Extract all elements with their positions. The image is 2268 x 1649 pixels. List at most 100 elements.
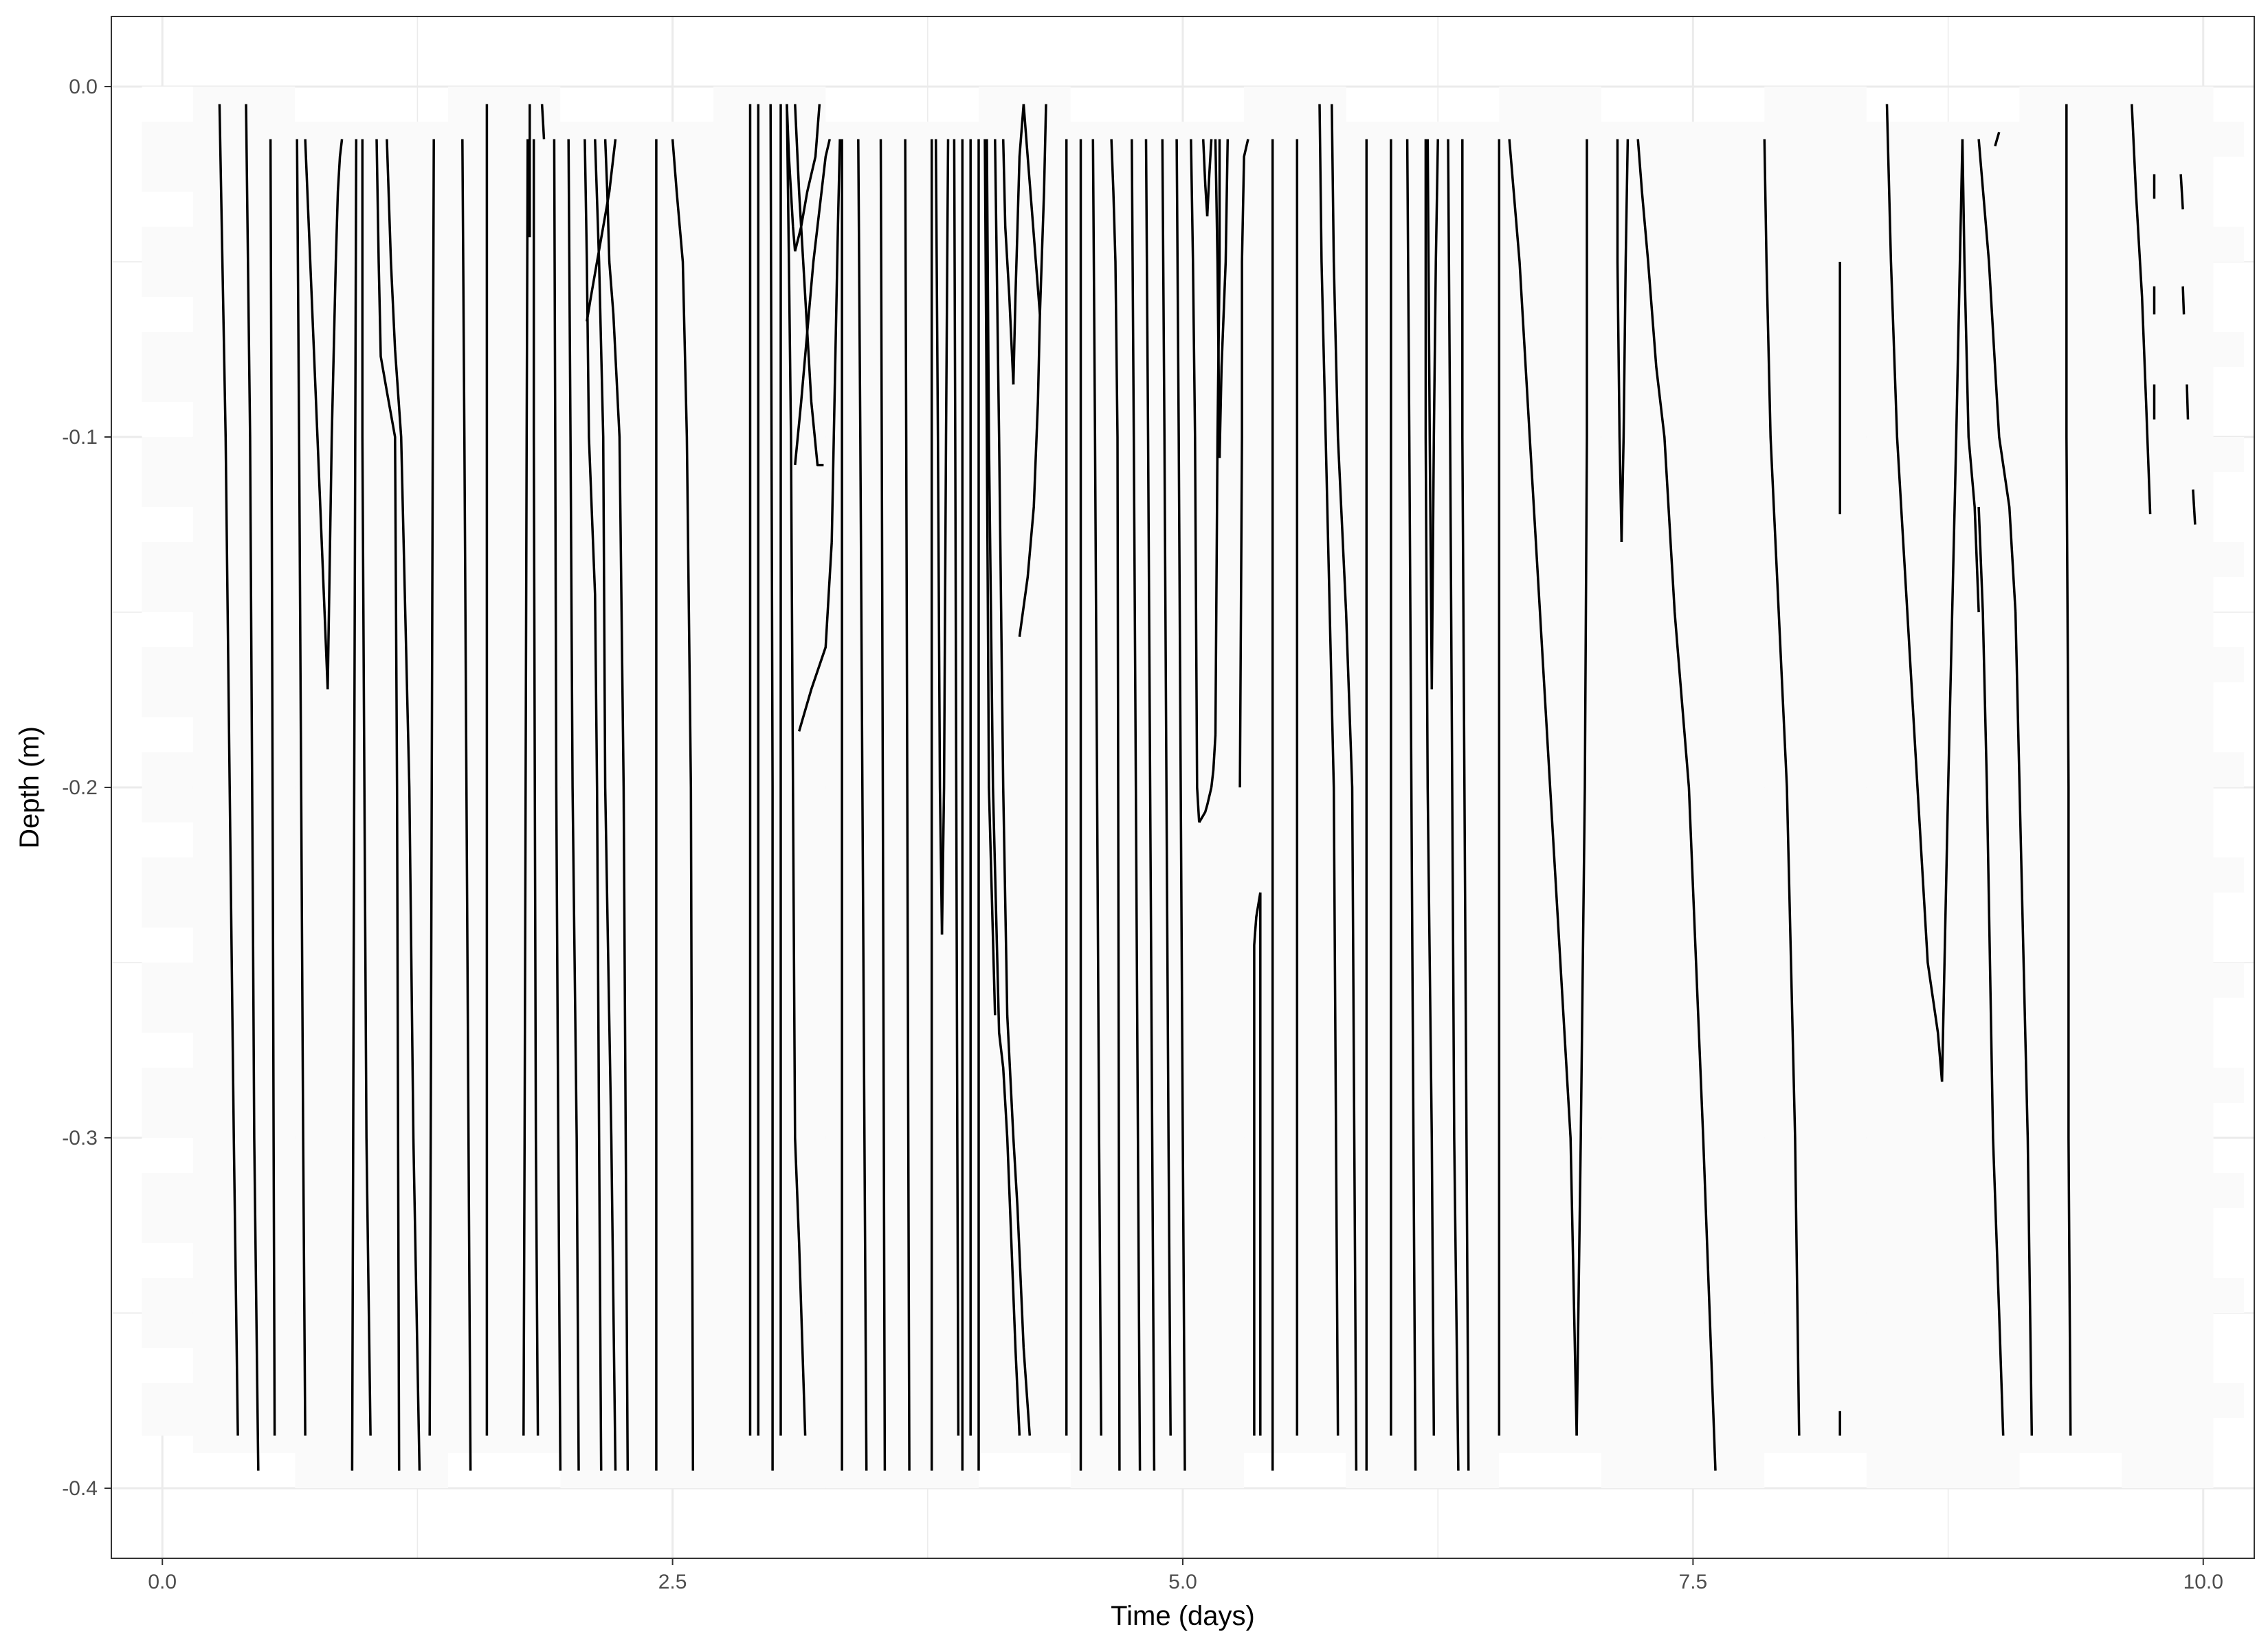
contour-line	[1940, 139, 1964, 1082]
domain-notch-right	[2213, 752, 2245, 787]
contour-line	[2186, 384, 2190, 420]
y-tick-label: -0.1	[62, 426, 98, 449]
contour-line	[1253, 892, 1262, 1436]
domain-notch-left	[142, 1348, 193, 1383]
contour-line	[522, 139, 529, 1436]
contour-line	[586, 139, 617, 322]
domain-fill	[142, 87, 2245, 1488]
x-tick-label: 0.0	[148, 1571, 177, 1593]
contour-line	[879, 139, 887, 1471]
contour-line	[1001, 139, 1015, 385]
contour-line	[2065, 104, 2072, 1436]
contour-line	[798, 541, 833, 732]
domain-notch-left	[142, 717, 193, 752]
y-tick-label: -0.3	[62, 1127, 98, 1149]
contour-line	[1198, 787, 1213, 823]
contour-line	[1961, 139, 1980, 613]
contour-line	[1318, 104, 1339, 1436]
contour-line	[2192, 489, 2197, 525]
domain-band	[1601, 122, 1765, 1488]
domain-band	[979, 87, 1071, 1453]
contour-line	[1424, 139, 1436, 1436]
contour-line	[830, 139, 841, 543]
domain-notch-right	[2213, 963, 2245, 998]
contour-line	[1994, 131, 2001, 147]
domain-notch-right	[2213, 1068, 2245, 1103]
contour-line	[1636, 139, 1717, 1471]
contour-line	[1012, 104, 1025, 385]
x-tick-label: 5.0	[1168, 1571, 1197, 1593]
domain-notch-left	[142, 612, 193, 647]
contour-line	[540, 104, 546, 139]
domain-notch-left	[142, 507, 193, 542]
contour-line	[1763, 139, 1801, 1436]
domain-band	[1764, 87, 1867, 1453]
x-tick-label: 10.0	[2183, 1571, 2223, 1593]
domain-band	[560, 122, 714, 1488]
contour-line	[1144, 139, 1156, 1471]
contour-line	[1575, 787, 1586, 1436]
contour-line	[904, 139, 911, 1471]
x-tick-label: 2.5	[658, 1571, 687, 1593]
domain-band	[2121, 87, 2214, 1488]
domain-notch-right	[2213, 542, 2245, 577]
contour-line	[553, 139, 562, 1471]
domain-notch-right	[2213, 1173, 2245, 1208]
contour-line	[351, 139, 358, 1471]
domain-notch-left	[142, 192, 193, 227]
y-tick-label: -0.4	[62, 1477, 98, 1500]
contour-line	[1161, 139, 1172, 1436]
contour-line	[769, 104, 774, 1471]
contour-line	[1977, 506, 2005, 1436]
domain-notch-left	[142, 1033, 193, 1068]
contour-line	[953, 139, 960, 1436]
contour-line	[1583, 139, 1588, 788]
domain-notch-left	[142, 297, 193, 332]
domain-notch-right	[2213, 1278, 2245, 1313]
contour-line	[1091, 139, 1102, 1436]
contour-line	[940, 139, 950, 935]
contour-line	[1210, 734, 1217, 788]
contour-line	[1214, 139, 1221, 458]
contour-line	[1238, 139, 1249, 788]
contour-line	[1447, 139, 1460, 1471]
contour-line	[994, 139, 1032, 1436]
domain-band	[825, 122, 979, 1488]
contour-line	[794, 104, 821, 252]
x-axis-title: Time (days)	[1111, 1601, 1255, 1631]
domain-band	[713, 87, 826, 1488]
contour-line	[1977, 139, 2017, 613]
axes: 0.0 2.5 5.0 7.5 10.0 0.0 -0.1 -0.2 -0.3 -0.4	[62, 76, 2223, 1593]
contour-line	[594, 139, 617, 1471]
domain-notch-right	[2213, 227, 2245, 262]
contour-line	[2179, 174, 2184, 210]
domain-notch-left	[142, 1243, 193, 1278]
y-tick-label: 0.0	[69, 76, 98, 98]
y-tick-label: -0.2	[62, 776, 98, 799]
contour-line	[567, 139, 580, 1471]
domain-notch-right	[2213, 1383, 2245, 1418]
contour-line	[671, 139, 695, 1471]
contour-line	[361, 139, 372, 1436]
domain-band	[192, 87, 296, 1453]
domain-notch-left	[142, 1138, 193, 1173]
domain-notch-left	[142, 928, 193, 963]
contour-lines	[218, 104, 2197, 1471]
domain-notch-right	[2213, 857, 2245, 893]
contour-line	[1175, 139, 1186, 1471]
domain-notch-right	[2213, 122, 2245, 157]
contour-line	[304, 139, 329, 690]
contour-line	[428, 139, 435, 1436]
domain-notch-right	[2213, 332, 2245, 367]
domain-notch-left	[142, 402, 193, 437]
contour-line	[245, 104, 260, 1471]
contour-line	[2181, 286, 2186, 315]
contour-line	[2131, 104, 2152, 515]
contour-line	[1022, 104, 1041, 315]
contour-line	[1508, 139, 1578, 1436]
contour-line	[1218, 139, 1230, 458]
domain-notch-right	[2213, 437, 2245, 472]
contour-line	[983, 139, 997, 1016]
contour-line	[986, 139, 1021, 1436]
contour-line	[1620, 139, 1630, 543]
